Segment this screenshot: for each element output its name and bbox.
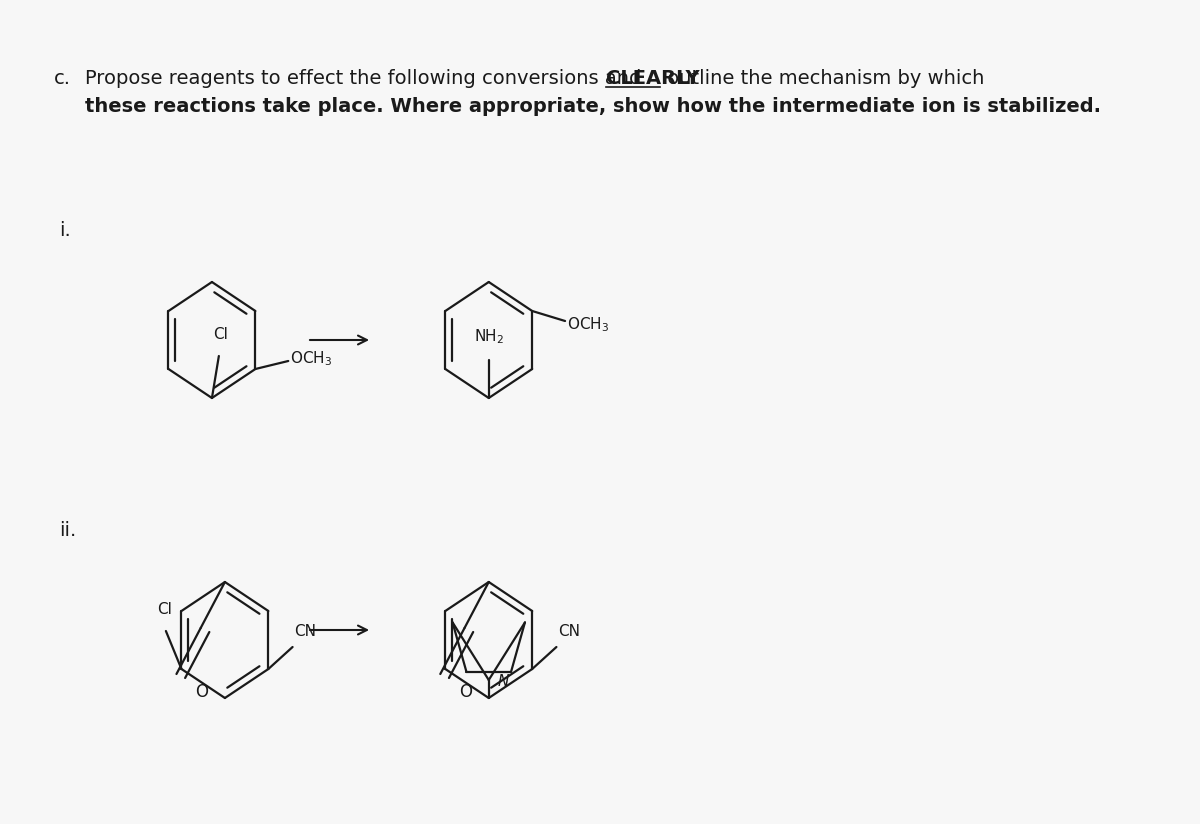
Text: CN: CN — [558, 624, 580, 639]
Text: NH$_2$: NH$_2$ — [474, 327, 504, 346]
Text: c.: c. — [54, 68, 71, 87]
Text: CN: CN — [294, 624, 317, 639]
Text: CLEARLY: CLEARLY — [606, 68, 700, 87]
Text: Propose reagents to effect the following conversions and: Propose reagents to effect the following… — [85, 68, 647, 87]
Text: Cl: Cl — [214, 327, 228, 342]
Text: ii.: ii. — [59, 521, 76, 540]
Text: these reactions take place. Where appropriate, show how the intermediate ion is : these reactions take place. Where approp… — [85, 96, 1100, 115]
Text: O: O — [196, 683, 209, 701]
Text: outline the mechanism by which: outline the mechanism by which — [661, 68, 984, 87]
Text: N: N — [497, 675, 509, 690]
Text: i.: i. — [59, 221, 71, 240]
Text: Cl: Cl — [157, 602, 172, 617]
Text: O: O — [460, 683, 473, 701]
Text: OCH$_3$: OCH$_3$ — [290, 349, 332, 368]
Text: OCH$_3$: OCH$_3$ — [566, 316, 608, 335]
